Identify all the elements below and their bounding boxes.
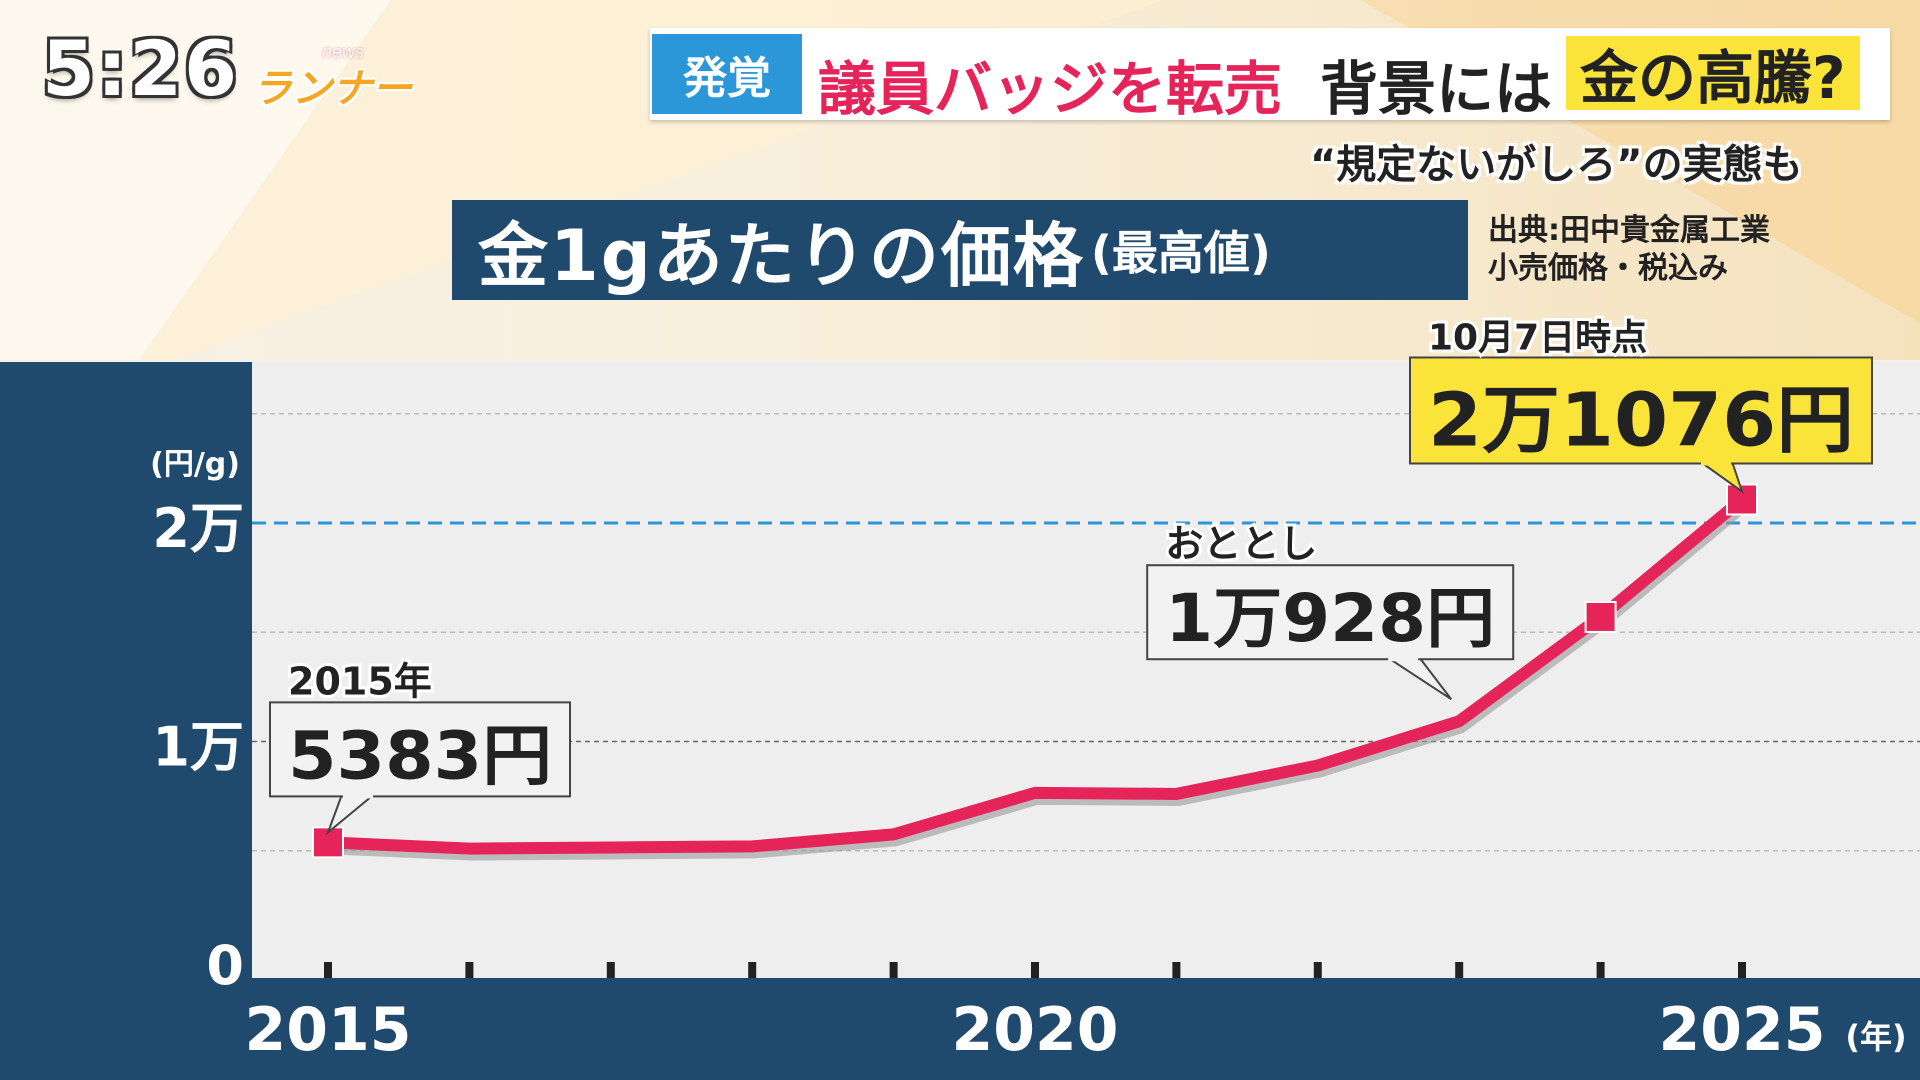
callout-pointer-join: [343, 792, 373, 799]
callout-box: [269, 701, 571, 798]
y-tick-label: 0: [206, 934, 244, 997]
x-tick-mark: [1031, 962, 1039, 978]
callout-pointer-join: [1701, 459, 1731, 466]
x-tick-mark: [1455, 962, 1464, 978]
x-axis-unit: (年): [1845, 1018, 1906, 1056]
x-tick-mark: [1313, 962, 1322, 978]
clock: 5:26: [42, 24, 240, 113]
logo-name-text: ランナー: [252, 66, 412, 112]
y-tick-label: 1万: [152, 716, 244, 779]
y-axis-unit: (円/g): [150, 447, 240, 482]
headline-red-text: 議員バッジを転売: [818, 55, 1283, 123]
data-point-marker: [1584, 600, 1617, 633]
x-tick-label: 2020: [952, 995, 1119, 1065]
x-tick-label: 2025: [1659, 995, 1826, 1065]
data-point-marker: [312, 826, 344, 859]
x-tick-mark: [1738, 962, 1746, 978]
source-note: 出典:田中貴金属工業 小売価格・税込み: [1488, 212, 1770, 288]
logo-news-text: news: [322, 42, 365, 62]
callout-value-label: 1万928円: [1165, 580, 1495, 657]
callout-top-label: 10月7日時点: [1428, 317, 1647, 358]
callout-top-label: 2015年: [288, 659, 432, 703]
plot-area: [252, 362, 1920, 978]
chart-title-paren: (最高値): [1090, 226, 1271, 280]
y-axis-panel: [0, 362, 252, 1080]
x-tick-mark: [1596, 962, 1605, 978]
program-logo: news ランナー: [252, 40, 422, 112]
series-line: [322, 493, 1748, 855]
headline-highlight-text: 金の高騰?: [1566, 36, 1860, 112]
sub-headline: “規定ないがしろ”の実態も: [1310, 142, 1803, 188]
x-tick-mark: [324, 962, 332, 978]
source-line-1: 出典:田中貴金属工業: [1488, 213, 1770, 248]
headline-bar: 発覚 議員バッジを転売 背景には 金の高騰?: [650, 28, 1890, 123]
x-tick-mark: [465, 962, 474, 978]
y-tick-label: 2万: [152, 497, 244, 560]
data-markers: [312, 483, 1758, 859]
chart-title-main: 金1gあたりの価格: [478, 214, 1085, 297]
callout-pointer-join: [1388, 655, 1419, 662]
data-line-layer: [322, 493, 1750, 861]
callout-box: [1146, 564, 1515, 661]
x-tick-mark: [748, 962, 757, 978]
callout-top-label: おととし: [1165, 522, 1317, 566]
callout-value-label: 2万1076円: [1428, 377, 1854, 463]
x-tick-mark: [889, 962, 898, 978]
headline-tag: 発覚: [652, 34, 802, 114]
callouts: 2015年 5383円 おととし 1万928円 10月7日時点 2万1076円: [269, 314, 1873, 836]
axis-ticks: [324, 962, 1746, 978]
callout-value-label: 5383円: [288, 717, 552, 794]
x-tick-mark: [1172, 962, 1181, 978]
x-axis-panel: [0, 978, 1920, 1080]
source-line-2: 小売価格・税込み: [1488, 251, 1728, 286]
axis-labels: 0 1万 2万 (円/g) 2015 2020 2025 (年): [150, 447, 1906, 1065]
x-tick-mark: [606, 962, 615, 978]
headline-black-text: 背景には: [1320, 55, 1553, 123]
callout-box: [1409, 356, 1873, 465]
chart-title: 金1gあたりの価格 (最高値): [452, 200, 1468, 300]
x-tick-label: 2015: [245, 995, 412, 1065]
